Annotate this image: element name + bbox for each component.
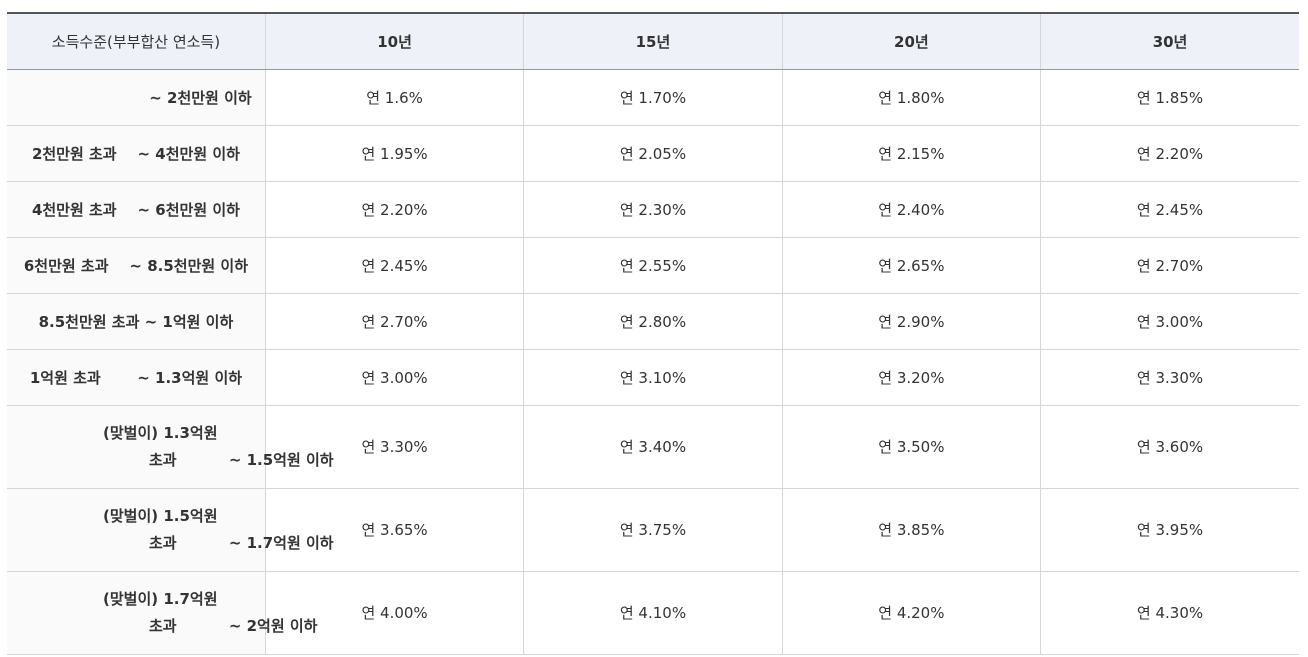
rate-cell: 연 2.55% — [523, 237, 783, 294]
header-cell: 10년 — [264, 12, 524, 70]
income-cell: 4천만원 초과 ~ 6천만원 이하 — [7, 181, 266, 238]
rate-cell: 연 3.65% — [264, 488, 524, 572]
header-cell: 15년 — [523, 12, 783, 70]
rate-cell: 연 2.20% — [1040, 125, 1299, 182]
income-cell: ~ 2천만원 이하 — [7, 69, 266, 126]
rate-cell: 연 1.70% — [523, 69, 783, 126]
income-line: 초과 ~ 2억원 이하 — [149, 616, 318, 635]
income-line: 초과 ~ 1.7억원 이하 — [149, 533, 334, 552]
income-cell: 2천만원 초과 ~ 4천만원 이하 — [7, 125, 266, 182]
rate-cell: 연 3.10% — [523, 349, 783, 406]
rate-cell: 연 3.20% — [781, 349, 1041, 406]
rate-table: 소득수준(부부합산 연소득) 10년 15년 20년 30년 ~ 2천만원 이하 연 1.… — [7, 12, 1299, 655]
rate-cell: 연 2.70% — [1040, 237, 1299, 294]
income-cell: 6천만원 초과 ~ 8.5천만원 이하 — [7, 237, 266, 294]
rate-cell: 연 3.30% — [264, 405, 524, 489]
table-row: (맞벌이) 1.5억원 초과 ~ 1.7억원 이하 연 3.65% 연 3.75% 연 … — [7, 488, 1299, 572]
table-row: ~ 2천만원 이하 연 1.6% 연 1.70% 연 1.80% 연 1.85% — [7, 69, 1299, 126]
rate-cell: 연 2.15% — [781, 125, 1041, 182]
header-cell: 20년 — [781, 12, 1041, 70]
rate-cell: 연 2.30% — [523, 181, 783, 238]
rate-cell: 연 3.75% — [523, 488, 783, 572]
rate-cell: 연 4.00% — [264, 571, 524, 655]
rate-cell: 연 2.45% — [264, 237, 524, 294]
rate-cell: 연 2.45% — [1040, 181, 1299, 238]
income-cell: 8.5천만원 초과 ~ 1억원 이하 — [7, 293, 266, 350]
rate-cell: 연 1.85% — [1040, 69, 1299, 126]
rate-cell: 연 2.70% — [264, 293, 524, 350]
rate-cell: 연 1.80% — [781, 69, 1041, 126]
rate-cell: 연 2.40% — [781, 181, 1041, 238]
rate-cell: 연 1.95% — [264, 125, 524, 182]
table-row: (맞벌이) 1.7억원 초과 ~ 2억원 이하 연 4.00% 연 4.10% 연 4.… — [7, 571, 1299, 655]
rate-cell: 연 3.95% — [1040, 488, 1299, 572]
income-line: (맞벌이) 1.7억원 — [103, 589, 218, 608]
table-row: 2천만원 초과 ~ 4천만원 이하 연 1.95% 연 2.05% 연 2.15% 연 … — [7, 125, 1299, 182]
rate-cell: 연 3.40% — [523, 405, 783, 489]
table-row: (맞벌이) 1.3억원 초과 ~ 1.5억원 이하 연 3.30% 연 3.40% 연 … — [7, 405, 1299, 489]
rate-cell: 연 3.60% — [1040, 405, 1299, 489]
table-row: 8.5천만원 초과 ~ 1억원 이하 연 2.70% 연 2.80% 연 2.90% 연… — [7, 293, 1299, 350]
rate-cell: 연 3.30% — [1040, 349, 1299, 406]
rate-cell: 연 3.00% — [1040, 293, 1299, 350]
rate-cell: 연 2.80% — [523, 293, 783, 350]
rate-cell: 연 2.90% — [781, 293, 1041, 350]
header-cell: 소득수준(부부합산 연소득) — [7, 12, 266, 70]
income-line: 초과 ~ 1.5억원 이하 — [149, 450, 334, 469]
rate-cell: 연 4.30% — [1040, 571, 1299, 655]
income-cell: 1억원 초과 ~ 1.3억원 이하 — [7, 349, 266, 406]
table-row: 1억원 초과 ~ 1.3억원 이하 연 3.00% 연 3.10% 연 3.20% 연 … — [7, 349, 1299, 406]
header-row: 소득수준(부부합산 연소득) 10년 15년 20년 30년 — [7, 12, 1299, 70]
table-row: 4천만원 초과 ~ 6천만원 이하 연 2.20% 연 2.30% 연 2.40% 연 … — [7, 181, 1299, 238]
rate-cell: 연 3.50% — [781, 405, 1041, 489]
rate-cell: 연 2.20% — [264, 181, 524, 238]
income-line: (맞벌이) 1.5억원 — [103, 506, 218, 525]
rate-cell: 연 3.85% — [781, 488, 1041, 572]
rate-cell: 연 4.20% — [781, 571, 1041, 655]
rate-cell: 연 1.6% — [264, 69, 524, 126]
table-body: ~ 2천만원 이하 연 1.6% 연 1.70% 연 1.80% 연 1.85% 2천만원… — [7, 69, 1299, 655]
rate-cell: 연 2.05% — [523, 125, 783, 182]
rate-cell: 연 4.10% — [523, 571, 783, 655]
header-cell: 30년 — [1040, 12, 1299, 70]
rate-cell: 연 3.00% — [264, 349, 524, 406]
income-line: (맞벌이) 1.3억원 — [103, 423, 218, 442]
table-row: 6천만원 초과 ~ 8.5천만원 이하 연 2.45% 연 2.55% 연 2.65%… — [7, 237, 1299, 294]
rate-cell: 연 2.65% — [781, 237, 1041, 294]
